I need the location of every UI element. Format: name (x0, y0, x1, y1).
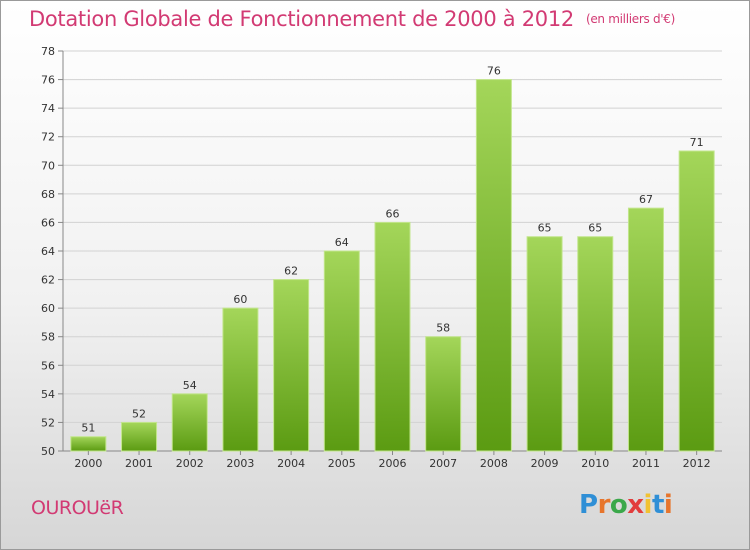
y-tick-label: 52 (41, 416, 55, 429)
bar (475, 79, 512, 452)
bar (273, 279, 310, 452)
x-tick-label: 2004 (277, 457, 305, 470)
bar (171, 393, 208, 452)
x-tick-label: 2006 (379, 457, 407, 470)
x-tick-label: 2011 (632, 457, 660, 470)
y-tick-label: 68 (41, 188, 55, 201)
y-tick-label: 62 (41, 274, 55, 287)
bar (678, 150, 715, 452)
data-label: 65 (588, 222, 602, 235)
commune-name: OUROUëR (31, 497, 124, 519)
x-tick-label: 2012 (683, 457, 711, 470)
bar (577, 236, 614, 452)
x-tick-label: 2002 (176, 457, 204, 470)
y-tick-label: 58 (41, 331, 55, 344)
y-tick-label: 70 (41, 159, 55, 172)
title-text: Dotation Globale de Fonctionnement de 20… (29, 7, 574, 31)
y-tick-label: 66 (41, 216, 55, 229)
x-tick-label: 2009 (531, 457, 559, 470)
bar (323, 250, 360, 452)
data-label: 52 (132, 407, 146, 420)
data-label: 64 (335, 236, 349, 249)
bar (121, 421, 158, 452)
bar (627, 207, 664, 452)
y-tick-label: 64 (41, 245, 55, 258)
data-label: 51 (81, 422, 95, 435)
data-label: 66 (386, 207, 400, 220)
bar (222, 307, 259, 452)
data-label: 60 (233, 293, 247, 306)
data-label: 58 (436, 322, 450, 335)
logo-letter: t (651, 490, 664, 520)
logo-letter: i (643, 490, 653, 520)
x-tick-label: 2005 (328, 457, 356, 470)
x-tick-label: 2000 (74, 457, 102, 470)
logo-letter: P (579, 490, 598, 520)
data-label: 54 (183, 379, 197, 392)
y-tick-label: 50 (41, 445, 55, 458)
logo-letter: r (597, 490, 611, 520)
chart-title: Dotation Globale de Fonctionnement de 20… (29, 7, 675, 31)
data-label: 65 (538, 222, 552, 235)
chart-subtitle: (en milliers d'€) (585, 12, 675, 26)
y-tick-label: 56 (41, 359, 55, 372)
x-tick-label: 2007 (429, 457, 457, 470)
x-tick-label: 2008 (480, 457, 508, 470)
y-tick-label: 54 (41, 388, 55, 401)
x-tick-label: 2001 (125, 457, 153, 470)
bar (526, 236, 563, 452)
x-tick-label: 2010 (581, 457, 609, 470)
y-tick-label: 78 (41, 45, 55, 58)
data-label: 76 (487, 65, 501, 78)
y-tick-label: 60 (41, 302, 55, 315)
y-tick-label: 76 (41, 74, 55, 87)
bar (425, 336, 462, 452)
y-tick-label: 74 (41, 102, 55, 115)
y-tick-label: 72 (41, 131, 55, 144)
x-tick-label: 2003 (226, 457, 254, 470)
logo-letter: o (609, 490, 628, 520)
logo-letter: x (627, 490, 644, 520)
bar (70, 436, 107, 452)
bar (374, 221, 411, 452)
data-label: 67 (639, 193, 653, 206)
data-label: 62 (284, 265, 298, 278)
logo-letter: i (663, 490, 673, 520)
data-label: 71 (690, 136, 704, 149)
proxiti-logo: Proxiti (579, 490, 673, 520)
